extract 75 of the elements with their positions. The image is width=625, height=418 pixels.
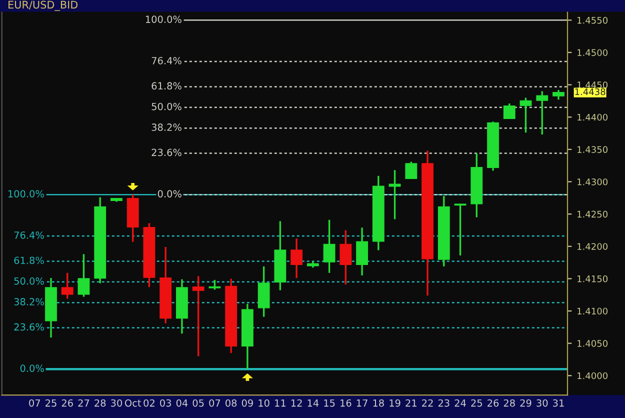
x-tick-label: 15: [324, 399, 335, 407]
annotation: 23.6%: [152, 148, 182, 156]
candlestick: [78, 253, 90, 298]
y-tick-label: 1.4300: [578, 178, 608, 186]
x-tick-label: 10: [258, 399, 270, 407]
annotation: 61.8%: [152, 82, 182, 90]
x-tick-label: 30: [111, 399, 122, 407]
x-tick-label: 27: [78, 399, 90, 407]
x-tick-label: 07: [209, 399, 220, 407]
x-tick-label: 22: [422, 399, 433, 407]
x-tick-label: 09: [242, 399, 253, 407]
x-tick-label: 16: [340, 399, 352, 407]
x-tick-label: 31: [553, 399, 564, 407]
annotation: 76.4%: [152, 56, 182, 64]
x-tick-label: 25: [471, 399, 482, 407]
x-tick-label: 18: [373, 399, 384, 407]
y-tick-label: 1.4250: [578, 210, 608, 218]
annotation: 100.0%: [146, 16, 182, 23]
text: 0.0%: [20, 364, 44, 372]
text: 61.8%: [14, 256, 44, 264]
x-tick-label: 24: [454, 399, 466, 407]
y-tick-label: 1.4200: [578, 243, 608, 250]
text: 38.2%: [14, 298, 44, 306]
x-tick-label: 26: [62, 399, 73, 407]
candlestick: [340, 229, 352, 286]
y-tick-label: 1.4050: [578, 340, 608, 347]
candlestick: [323, 219, 336, 274]
x-tick-label: 05: [192, 399, 204, 407]
x-tick-label: 28: [504, 399, 515, 407]
x-tick-label: 03: [160, 399, 171, 407]
y-tick-label: 1.4550: [578, 16, 608, 24]
chart-title: EUR/USD_BID: [8, 0, 78, 11]
y-tick-label: 1.4100: [578, 308, 608, 315]
annotation: 1.4438: [575, 88, 606, 96]
x-tick-label: 29: [520, 399, 532, 407]
candlestick: [208, 279, 221, 290]
annotation: 0.0%: [158, 190, 182, 198]
candlestick: [503, 102, 516, 120]
candlestick: [61, 272, 74, 300]
x-tick-label: 07: [29, 399, 40, 407]
y-tick-label: 1.4350: [578, 146, 608, 153]
candlestick: [192, 275, 204, 358]
text: 100.0%: [8, 190, 44, 198]
x-tick-label: 14: [308, 399, 319, 407]
y-tick-label: 1.4150: [578, 275, 608, 282]
text: 50.0%: [14, 277, 44, 285]
annotation: 50.0%: [152, 102, 182, 110]
annotation: 38.2%: [152, 124, 182, 131]
x-tick-label: 08: [226, 399, 237, 407]
candlestick: [552, 89, 564, 100]
x-tick-label: 02: [144, 399, 154, 407]
candlestick: [388, 169, 401, 220]
x-tick-label: 30: [536, 399, 548, 407]
x-tick-label: 17: [356, 399, 368, 407]
x-tick-label: 25: [46, 399, 56, 407]
candlestick: [356, 226, 368, 276]
candlestick: [290, 238, 303, 279]
x-tick-label: 23: [438, 399, 450, 407]
x-tick-label: 04: [176, 399, 188, 407]
x-tick-label: 28: [94, 399, 106, 407]
candlestick: [536, 90, 548, 136]
y-tick-label: 1.4400: [578, 114, 608, 121]
x-tick-label: 11: [275, 399, 286, 407]
x-tick-label: 19: [390, 399, 400, 407]
y-tick-label: 1.4000: [578, 372, 608, 380]
x-tick-label: 12: [291, 399, 302, 407]
candlestick: [405, 160, 418, 180]
candlestick: [520, 96, 532, 134]
x-tick-label: 21: [406, 399, 416, 407]
text: 76.4%: [14, 231, 44, 239]
candlestick: [454, 202, 466, 256]
x-tick-label: Oct: [124, 399, 142, 407]
y-tick-label: 1.4500: [578, 49, 608, 56]
x-tick-label: 26: [488, 399, 499, 407]
text: 23.6%: [14, 323, 44, 331]
